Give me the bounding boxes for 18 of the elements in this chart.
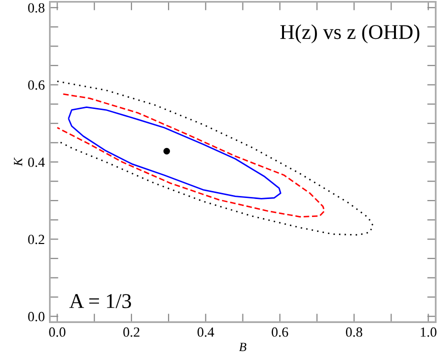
x-tick-label: 0.0 [49, 327, 66, 337]
y-tick-label: 0.4 [28, 158, 45, 167]
annotation: H(z) vs z (OHD) [280, 24, 420, 44]
line-series [56, 80, 374, 236]
y-tick-label: 0.8 [28, 3, 44, 13]
x-tick-label: 0.2 [123, 327, 140, 337]
x-tick-label: 0.8 [346, 327, 362, 337]
x-tick-label: 0.6 [272, 327, 288, 337]
line-series [68, 106, 282, 200]
y-tick-label: 0.0 [28, 312, 44, 322]
x-axis-title: B [239, 342, 246, 352]
x-tick-label: 1.0 [420, 327, 436, 337]
annotation: A = 1/3 [69, 294, 131, 308]
y-tick-label: 0.2 [28, 234, 44, 244]
x-tick-label: 0.4 [198, 327, 214, 337]
y-tick-label: 0.6 [28, 80, 45, 90]
line-series [56, 93, 326, 218]
y-axis-title: K [14, 157, 22, 166]
